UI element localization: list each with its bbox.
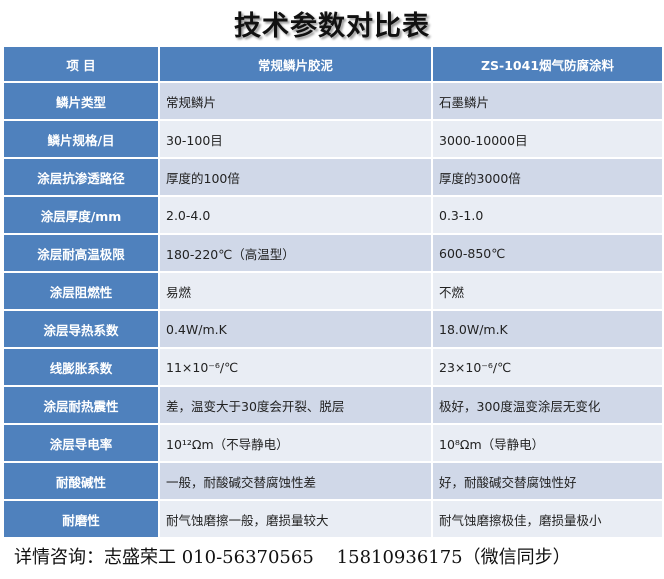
conventional-value: 10¹²Ωm（不导静电） (158, 423, 433, 463)
conventional-value: 常规鳞片 (158, 81, 433, 121)
row-label: 涂层导电率 (2, 423, 160, 463)
row-label: 耐磨性 (2, 499, 160, 539)
zs1041-value: 不燃 (431, 271, 664, 311)
zs1041-value: 0.3-1.0 (431, 195, 664, 235)
conventional-value: 11×10⁻⁶/℃ (158, 347, 433, 387)
zs1041-value: 厚度的3000倍 (431, 157, 664, 197)
table-header-row: 项 目 常规鳞片胶泥 ZS-1041烟气防腐涂料 (2, 45, 664, 83)
zs1041-value: 18.0W/m.K (431, 309, 664, 349)
row-label: 线膨胀系数 (2, 347, 160, 387)
conventional-value: 易燃 (158, 271, 433, 311)
zs1041-value: 极好，300度温变涂层无变化 (431, 385, 664, 425)
zs1041-value: 600-850℃ (431, 233, 664, 273)
comparison-table: 项 目 常规鳞片胶泥 ZS-1041烟气防腐涂料 鳞片类型 常规鳞片 石墨鳞片 鳞片规… (2, 45, 664, 539)
conventional-value: 厚度的100倍 (158, 157, 433, 197)
table-row: 涂层耐高温极限 180-220℃（高温型） 600-850℃ (2, 233, 664, 273)
row-label: 涂层厚度/mm (2, 195, 160, 235)
table-row: 涂层阻燃性 易燃 不燃 (2, 271, 664, 311)
conventional-value: 差，温变大于30度会开裂、脱层 (158, 385, 433, 425)
zs1041-value: 好，耐酸碱交替腐蚀性好 (431, 461, 664, 501)
table-row: 涂层耐热震性 差，温变大于30度会开裂、脱层 极好，300度温变涂层无变化 (2, 385, 664, 425)
header-zs1041: ZS-1041烟气防腐涂料 (431, 45, 664, 83)
table-row: 涂层导热系数 0.4W/m.K 18.0W/m.K (2, 309, 664, 349)
table-row: 线膨胀系数 11×10⁻⁶/℃ 23×10⁻⁶/℃ (2, 347, 664, 387)
row-label: 耐酸碱性 (2, 461, 160, 501)
zs1041-value: 23×10⁻⁶/℃ (431, 347, 664, 387)
conventional-value: 耐气蚀磨擦一般，磨损量较大 (158, 499, 433, 539)
conventional-value: 0.4W/m.K (158, 309, 433, 349)
row-label: 涂层阻燃性 (2, 271, 160, 311)
table-row: 鳞片类型 常规鳞片 石墨鳞片 (2, 81, 664, 121)
header-item: 项 目 (2, 45, 160, 83)
table-row: 涂层导电率 10¹²Ωm（不导静电） 10⁸Ωm（导静电） (2, 423, 664, 463)
page-title: 技术参数对比表 (234, 11, 430, 42)
conventional-value: 180-220℃（高温型） (158, 233, 433, 273)
table-row: 涂层抗渗透路径 厚度的100倍 厚度的3000倍 (2, 157, 664, 197)
zs1041-value: 10⁸Ωm（导静电） (431, 423, 664, 463)
table-row: 耐磨性 耐气蚀磨擦一般，磨损量较大 耐气蚀磨擦极佳，磨损量极小 (2, 499, 664, 539)
conventional-value: 30-100目 (158, 119, 433, 159)
contact-footer: 详情咨询：志盛荣工 010-56370565 15810936175（微信同步） (14, 547, 571, 568)
conventional-value: 一般，耐酸碱交替腐蚀性差 (158, 461, 433, 501)
table-row: 涂层厚度/mm 2.0-4.0 0.3-1.0 (2, 195, 664, 235)
row-label: 涂层抗渗透路径 (2, 157, 160, 197)
zs1041-value: 耐气蚀磨擦极佳，磨损量极小 (431, 499, 664, 539)
header-conventional: 常规鳞片胶泥 (158, 45, 433, 83)
table-row: 鳞片规格/目 30-100目 3000-10000目 (2, 119, 664, 159)
zs1041-value: 3000-10000目 (431, 119, 664, 159)
table-row: 耐酸碱性 一般，耐酸碱交替腐蚀性差 好，耐酸碱交替腐蚀性好 (2, 461, 664, 501)
conventional-value: 2.0-4.0 (158, 195, 433, 235)
row-label: 涂层耐热震性 (2, 385, 160, 425)
row-label: 鳞片类型 (2, 81, 160, 121)
zs1041-value: 石墨鳞片 (431, 81, 664, 121)
row-label: 涂层导热系数 (2, 309, 160, 349)
row-label: 鳞片规格/目 (2, 119, 160, 159)
row-label: 涂层耐高温极限 (2, 233, 160, 273)
